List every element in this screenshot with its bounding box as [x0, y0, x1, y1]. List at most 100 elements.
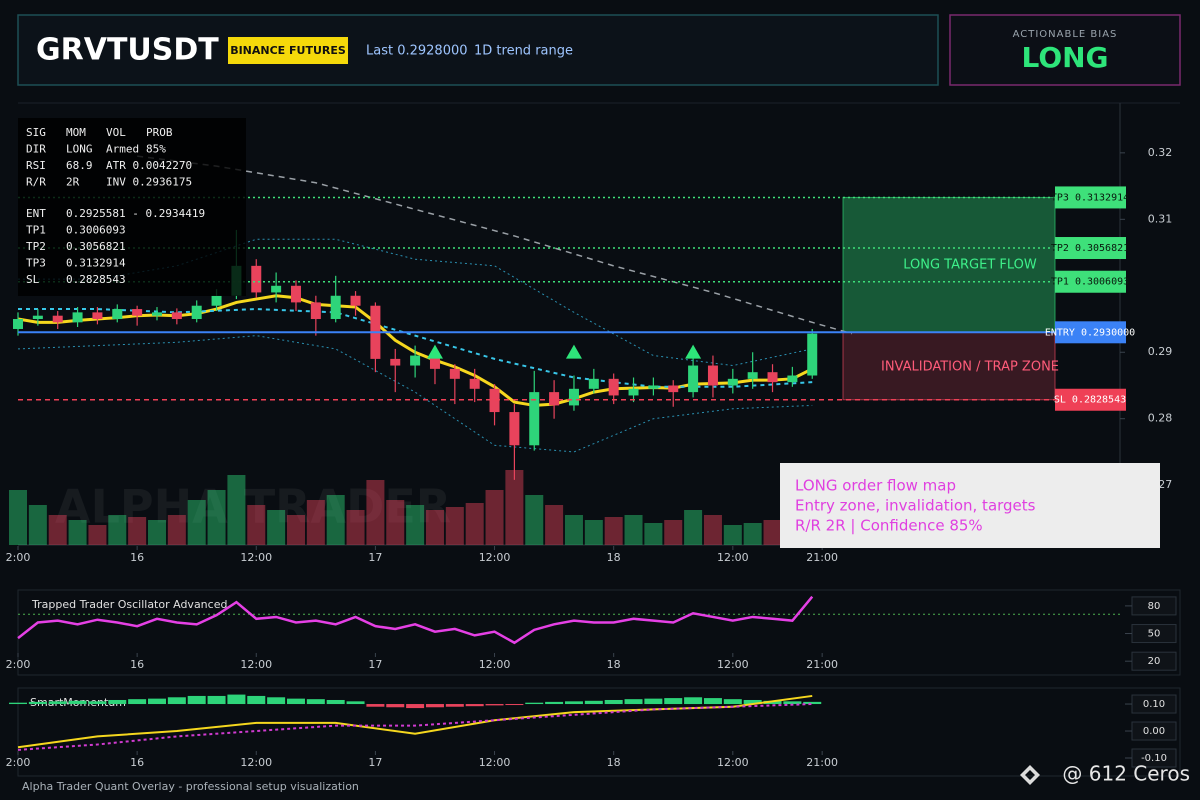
volume-bar — [346, 510, 365, 545]
momentum-bar — [783, 701, 802, 705]
momentum-panel — [17, 687, 1181, 777]
level-label-box — [1055, 186, 1126, 209]
volume-bar — [684, 510, 703, 545]
info-cell: 0.3056821 — [66, 240, 126, 253]
candle-body — [469, 378, 480, 389]
info-cell: MOM — [66, 126, 86, 139]
volume-bar — [664, 520, 683, 545]
level-label-box — [1055, 321, 1126, 344]
volume-bar — [564, 515, 583, 545]
momentum-bar — [88, 701, 107, 705]
volume-bar — [227, 475, 246, 545]
momentum-bar — [28, 701, 47, 705]
x-tick-label: 16 — [130, 551, 144, 564]
annotation-line: Entry zone, invalidation, targets — [795, 497, 1036, 515]
candle-body — [668, 385, 679, 393]
exchange-badge — [228, 37, 348, 64]
zone-label: INVALIDATION / TRAP ZONE — [881, 360, 1059, 375]
candle-body — [410, 355, 421, 366]
y-tick-label: 0.32 — [1148, 146, 1173, 159]
volume-bar — [187, 500, 206, 545]
x-tick-label: 12:00 — [479, 658, 511, 671]
volume-bar — [28, 505, 47, 545]
candle-body — [787, 375, 798, 383]
x-tick-label: 2:00 — [6, 756, 31, 769]
volume-bar — [604, 517, 623, 545]
candle-body — [72, 312, 83, 323]
volume-bar — [147, 520, 166, 545]
x-tick-label: 16 — [130, 658, 144, 671]
annotation-box — [780, 463, 1160, 548]
volume-bar — [425, 510, 444, 545]
x-tick-label: 18 — [607, 551, 621, 564]
info-cell: SIG — [26, 126, 46, 139]
volume-bar — [703, 515, 722, 545]
x-tick-label: 21:00 — [806, 551, 838, 564]
info-cell: R/R — [26, 176, 46, 189]
level-label-box — [1055, 270, 1126, 293]
footer-caption: Alpha Trader Quant Overlay - professiona… — [22, 780, 359, 793]
candle-body — [767, 372, 778, 383]
trend-range: 1D trend range — [474, 44, 573, 59]
momentum-bar — [425, 704, 444, 708]
x-tick-label: 18 — [607, 756, 621, 769]
volume-bar — [247, 505, 266, 545]
x-tick-label: 21:00 — [806, 756, 838, 769]
buy-signal — [426, 344, 443, 359]
candle-body — [310, 302, 321, 320]
info-cell: 0.3132914 — [66, 257, 126, 270]
momentum-bar — [267, 697, 286, 705]
level-label: SL 0.2828543 — [1054, 395, 1126, 406]
info-panel-bg — [18, 118, 246, 296]
candle-body — [151, 312, 162, 316]
momentum-bar — [564, 701, 583, 705]
momentum-bar — [147, 698, 166, 705]
level-label: TP2 0.3056821 — [1051, 243, 1129, 254]
volume-bar — [108, 515, 127, 545]
momentum-line — [17, 703, 813, 751]
momentum-bar — [584, 700, 603, 705]
footer-credit: @ 612 Ceros — [1062, 762, 1190, 786]
buy-signal — [685, 344, 702, 359]
volume-bar — [445, 507, 464, 545]
momentum-line — [17, 694, 813, 749]
candle-body — [191, 305, 202, 320]
y-tick-label: 0.28 — [1148, 412, 1173, 425]
bias-box — [949, 14, 1181, 86]
volume-bar — [286, 515, 305, 545]
volume-bar — [624, 515, 643, 545]
indicator-line — [18, 238, 813, 367]
info-cell: VOL — [106, 126, 126, 139]
candle-body — [807, 333, 818, 376]
buy-signal — [565, 344, 582, 359]
x-tick-label: 12:00 — [479, 551, 511, 564]
momentum-bar — [723, 699, 742, 705]
level-label-box — [1055, 237, 1126, 260]
plot: 0.320.310.290.280.272:001612:001712:0018… — [6, 146, 1177, 769]
momentum-bar — [167, 697, 186, 705]
y-tick-label: 50 — [1148, 629, 1161, 640]
header-box — [17, 14, 939, 86]
candle-body — [251, 265, 262, 293]
volume-bar — [326, 495, 345, 545]
y-tick-label: 0.10 — [1143, 699, 1165, 710]
candle-body — [688, 365, 699, 393]
volume-bar — [167, 515, 186, 545]
candle-body — [568, 388, 579, 406]
momentum-bar — [48, 701, 67, 705]
candle-body — [390, 358, 401, 366]
volume-bar — [763, 520, 782, 545]
zone — [842, 331, 1056, 401]
level-label-box — [1055, 388, 1126, 411]
level-label: ENTRY 0.2930000 — [1045, 327, 1135, 338]
x-tick-label: 12:00 — [240, 551, 272, 564]
momentum-bar — [346, 701, 365, 705]
momentum-bar — [366, 704, 385, 707]
info-cell: 0.3006093 — [66, 224, 126, 237]
volume-bar — [267, 510, 286, 545]
y-tick-label: 0.00 — [1143, 726, 1165, 737]
info-cell: 0.2925581 - 0.2934419 — [66, 207, 205, 220]
y-tick-label: -0.10 — [1141, 753, 1167, 764]
momentum-bar — [505, 704, 524, 706]
last-price: Last 0.2928000 — [366, 44, 468, 59]
